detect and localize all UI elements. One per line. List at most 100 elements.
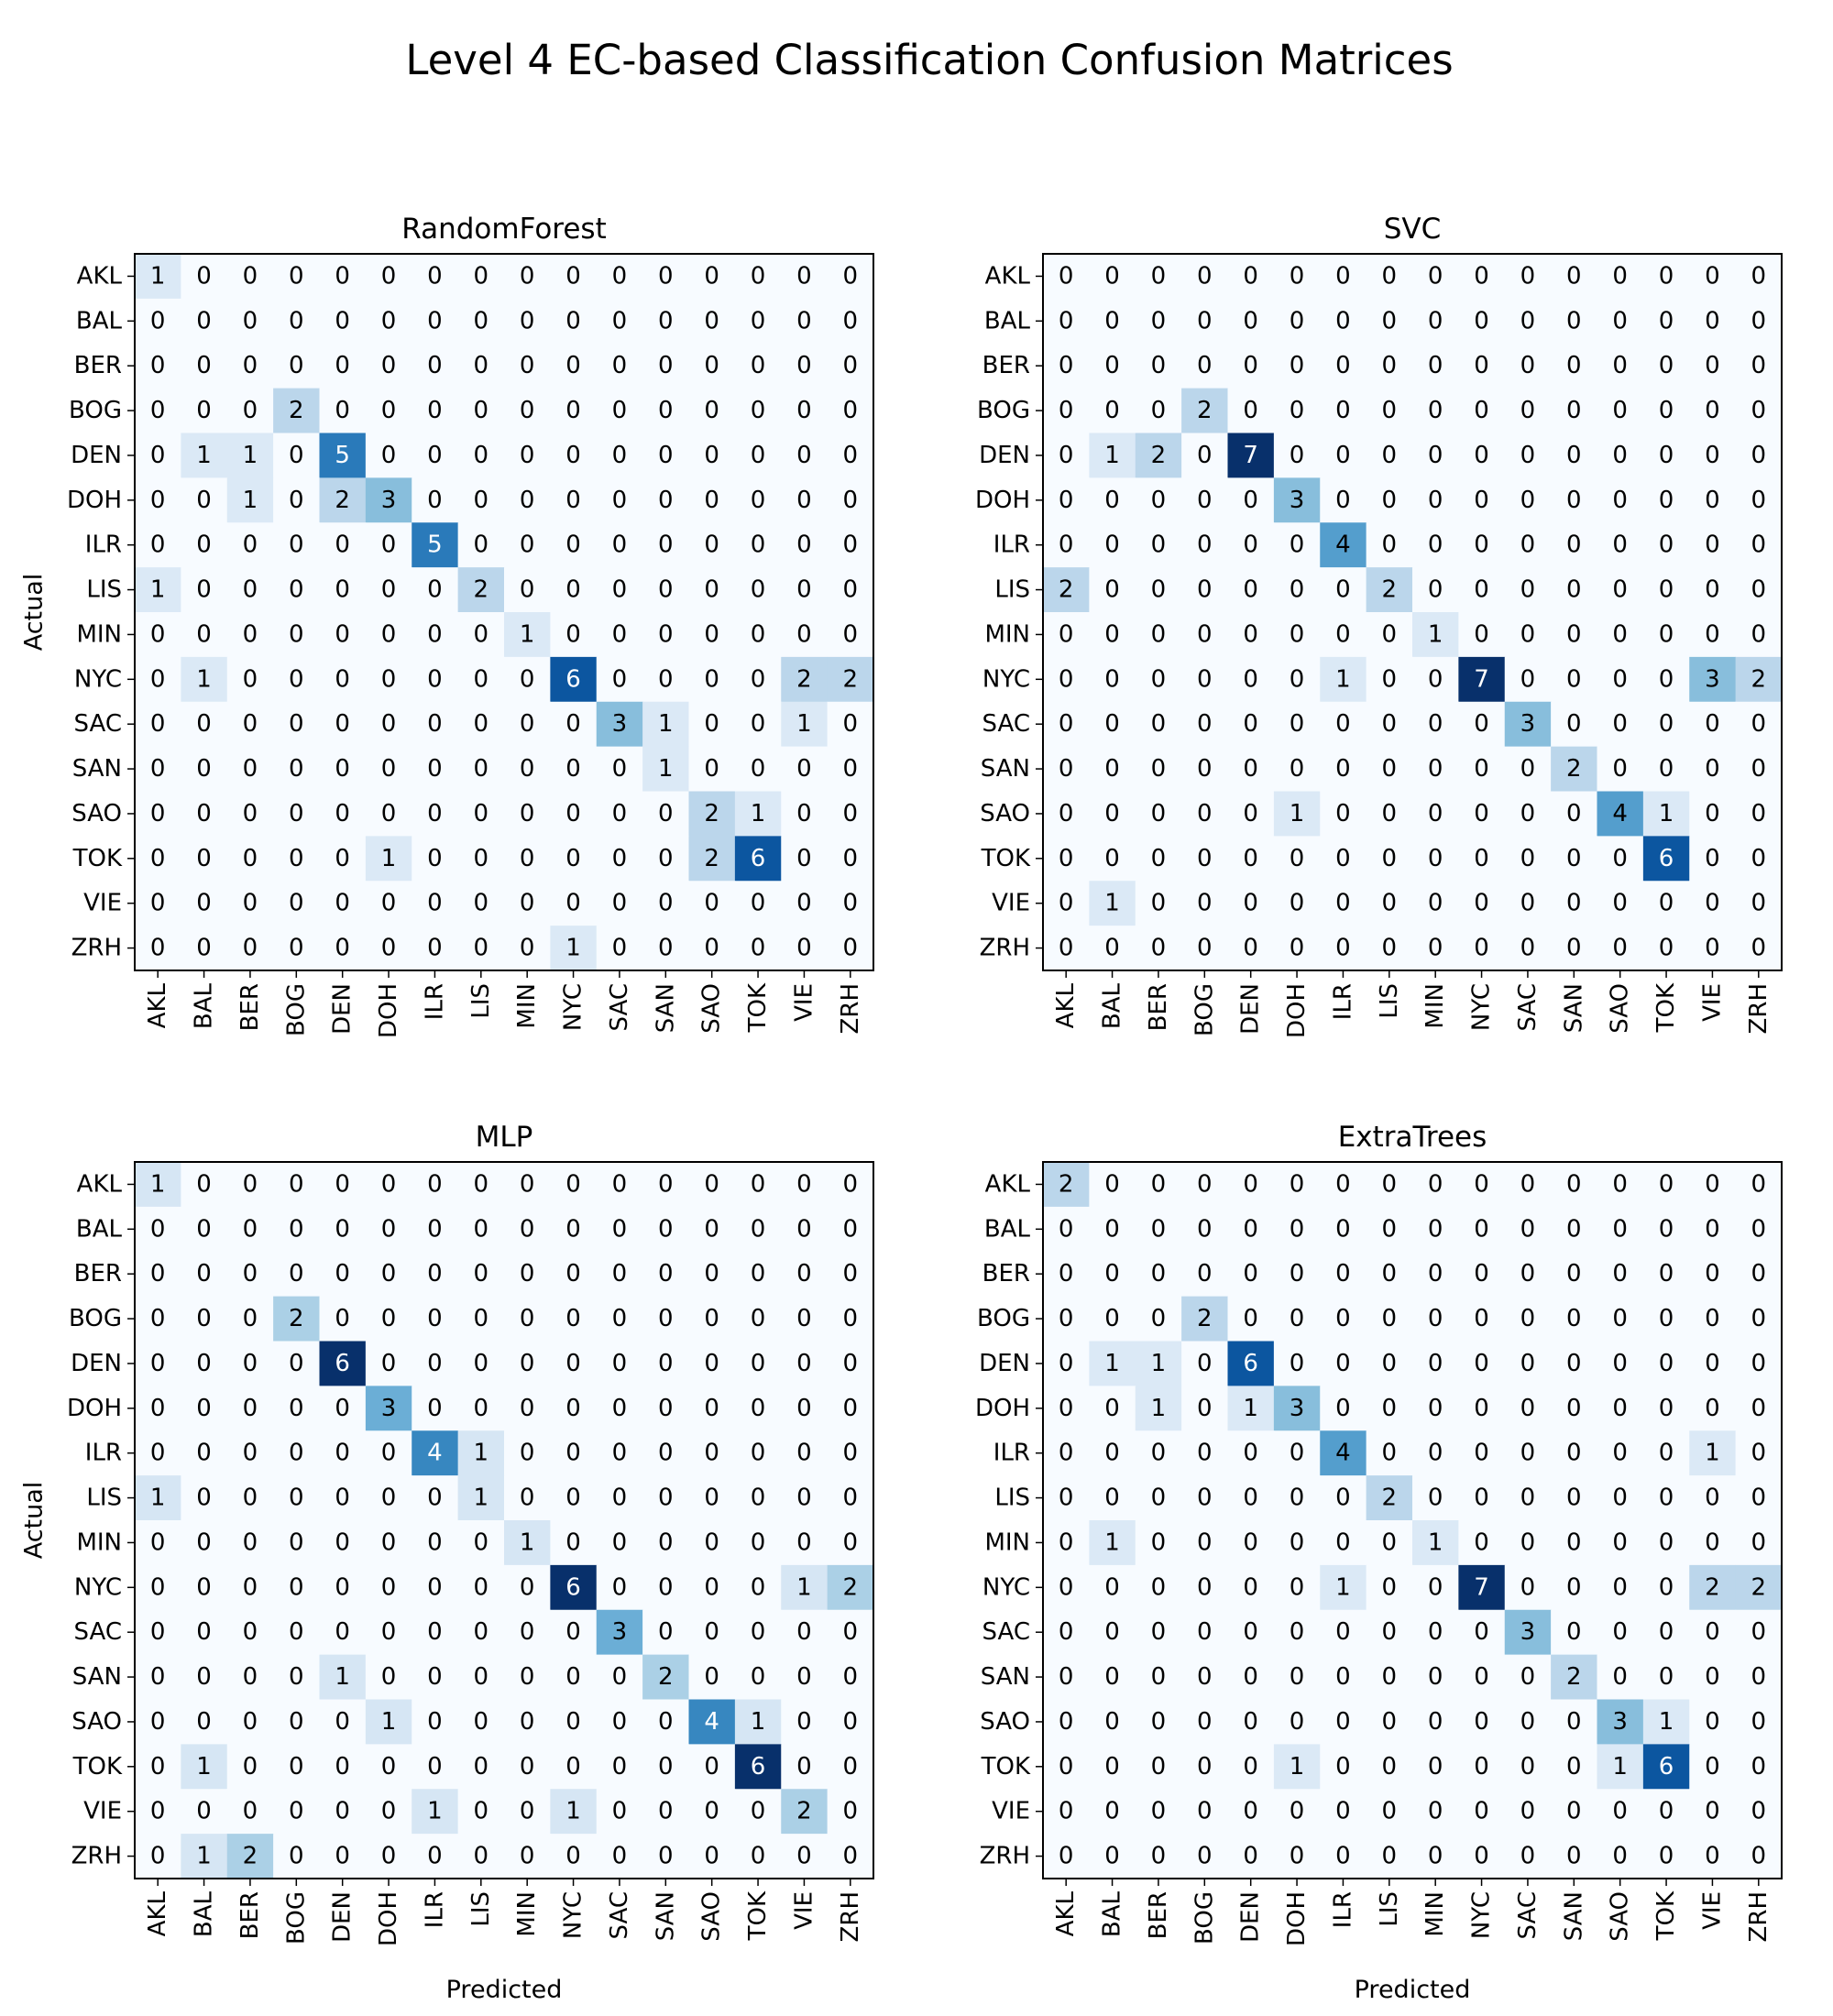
confusion-matrix-panel: 2 0 0 0 0 0 0 0 0 0 0 0 0 0 0 00 0 0 0 0 0 0 0 0 0 0 0 0 0 0 00 0 0 0 0 0 0 0… — [975, 1121, 1783, 2004]
cell-value: 0 — [150, 935, 166, 962]
cell-value: 0 — [1566, 1798, 1582, 1825]
y-tick-label: VIE — [83, 890, 122, 917]
matrix-cell — [596, 1162, 643, 1208]
matrix-cell — [273, 612, 320, 658]
matrix-cell — [135, 746, 181, 792]
matrix-cell — [781, 1430, 829, 1476]
matrix-cell — [1320, 298, 1367, 345]
matrix-cell — [827, 254, 874, 300]
matrix-cell — [1043, 254, 1090, 300]
matrix-cell — [827, 1341, 874, 1386]
cell-value: 0 — [796, 1440, 812, 1467]
cell-value: 0 — [1428, 487, 1443, 514]
matrix-cell — [504, 1206, 551, 1253]
matrix-cell — [319, 1789, 367, 1835]
matrix-cell — [1181, 343, 1228, 389]
cell-value: 0 — [1059, 1215, 1074, 1243]
cell-value: 0 — [1104, 665, 1120, 693]
matrix-cell — [550, 1789, 598, 1835]
matrix-cell — [1273, 1475, 1321, 1521]
cell-value: 0 — [520, 665, 535, 693]
cell-value: 0 — [565, 1440, 581, 1467]
matrix-cell — [688, 1475, 736, 1521]
cell-value: 0 — [1705, 1350, 1720, 1377]
cell-value: 0 — [1335, 262, 1351, 290]
cell-value: 0 — [1197, 1663, 1213, 1691]
cell-value: 0 — [843, 845, 859, 872]
cell-value: 0 — [1059, 1305, 1074, 1332]
cell-value: 0 — [1059, 352, 1074, 379]
cell-value: 0 — [520, 800, 535, 827]
matrix-cell — [1181, 567, 1228, 613]
cell-value: 0 — [1243, 1485, 1258, 1512]
matrix-cell — [1642, 1162, 1690, 1208]
matrix-cell — [1458, 1654, 1506, 1700]
cell-value: 0 — [1059, 845, 1074, 872]
matrix-cell — [550, 1475, 598, 1521]
matrix-cell — [1089, 1654, 1136, 1700]
matrix-cell — [181, 1699, 228, 1745]
cell-value: 0 — [1612, 1798, 1628, 1825]
cell-value: 0 — [1197, 262, 1213, 290]
cell-value: 0 — [1520, 262, 1536, 290]
matrix-cell — [1642, 1430, 1690, 1476]
matrix-cell — [1551, 746, 1597, 792]
cell-value: 0 — [1566, 397, 1582, 424]
matrix-cell — [504, 926, 551, 971]
cell-value: 0 — [704, 531, 719, 559]
cell-value: 0 — [1474, 1305, 1489, 1332]
matrix-cell — [1735, 1834, 1783, 1879]
matrix-cell — [1366, 1386, 1413, 1431]
cell-value: 0 — [1612, 1573, 1628, 1601]
matrix-cell — [642, 1744, 689, 1790]
cell-value: 0 — [427, 1215, 443, 1243]
cell-value: 0 — [1335, 1708, 1351, 1736]
matrix-cell — [365, 656, 412, 703]
x-tick-label: BAL — [1099, 1890, 1126, 1937]
x-tick-label: TOK — [744, 982, 772, 1033]
cell-value: 0 — [1566, 620, 1582, 648]
cell-value: 0 — [1059, 665, 1074, 693]
matrix-cell — [1504, 254, 1552, 300]
matrix-cell — [1181, 926, 1228, 971]
matrix-cell — [1597, 1834, 1644, 1879]
y-tick-label: VIE — [992, 1798, 1030, 1825]
cell-value: 0 — [612, 442, 628, 469]
cell-value: 0 — [520, 1618, 535, 1646]
matrix-cell — [1642, 1834, 1690, 1879]
cell-value: 0 — [1151, 710, 1167, 738]
matrix-cell — [412, 791, 459, 837]
y-tick-label: LIS — [86, 576, 122, 604]
matrix-cell — [1181, 254, 1228, 300]
cell-value: 0 — [1104, 1305, 1120, 1332]
matrix-cell — [1735, 1564, 1783, 1611]
matrix-cell — [319, 1296, 367, 1342]
cell-value: 0 — [1659, 352, 1674, 379]
cell-value: 0 — [289, 1663, 304, 1691]
matrix-cell — [273, 1296, 320, 1342]
cell-value: 0 — [150, 710, 166, 738]
cell-value: 0 — [1566, 1528, 1582, 1556]
matrix-cell — [365, 612, 412, 658]
cell-value: 0 — [1659, 755, 1674, 783]
matrix-cell — [1504, 1475, 1552, 1521]
matrix-cell — [1597, 1520, 1644, 1566]
cell-value: 0 — [1243, 620, 1258, 648]
matrix-cell — [181, 791, 228, 837]
matrix-cell — [1043, 1609, 1090, 1656]
matrix-cell — [1273, 567, 1321, 613]
cell-value: 0 — [1566, 935, 1582, 962]
matrix-cell — [1043, 567, 1090, 613]
matrix-cell — [457, 1162, 505, 1208]
cell-value: 0 — [1659, 307, 1674, 334]
cell-value: 0 — [1151, 1215, 1167, 1243]
matrix-cell — [781, 1744, 829, 1790]
matrix-cell — [319, 1162, 367, 1208]
matrix-cell — [1689, 1251, 1737, 1298]
cell-value: 0 — [1566, 442, 1582, 469]
cell-value: 0 — [751, 710, 766, 738]
matrix-cell — [504, 1251, 551, 1298]
matrix-cell — [596, 746, 643, 792]
cell-value: 0 — [1059, 1350, 1074, 1377]
cell-value: 0 — [565, 1170, 581, 1198]
